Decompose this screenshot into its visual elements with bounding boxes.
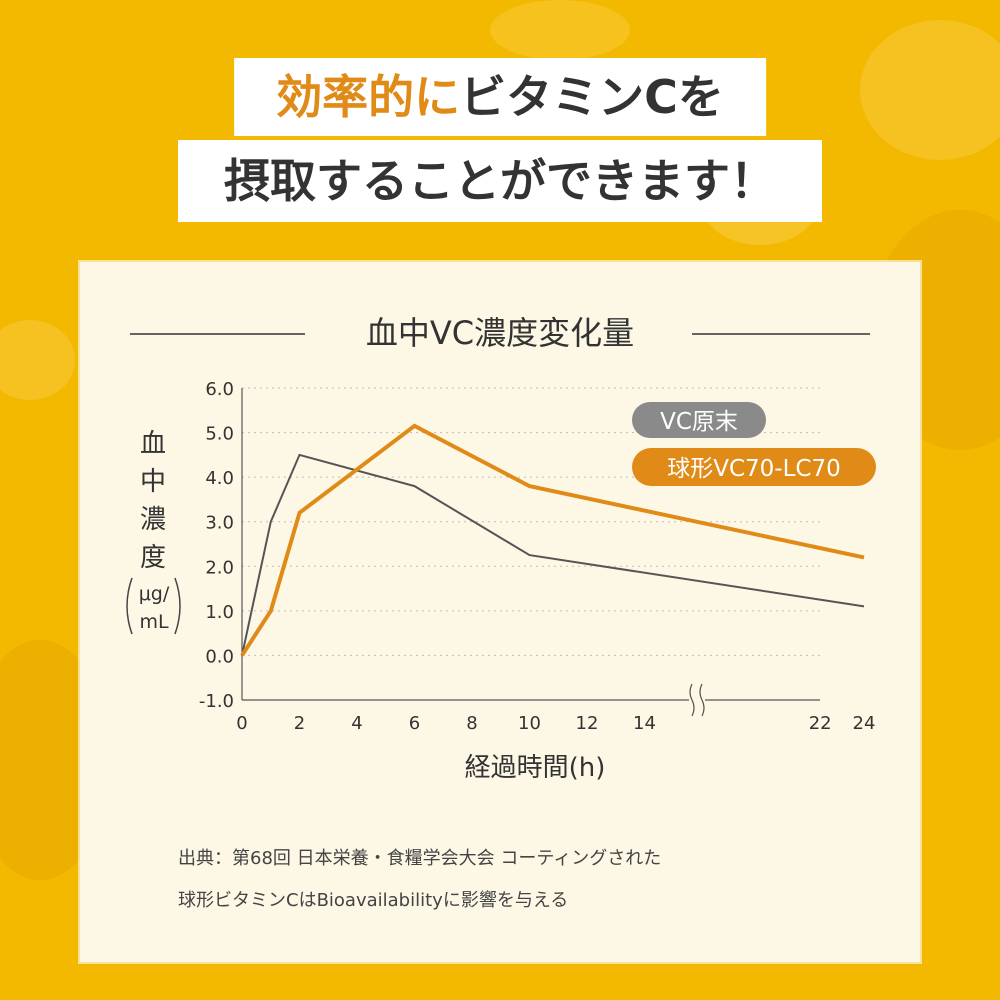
y-label-char-1: 血 — [140, 429, 166, 459]
x-tick-labels: 0 2 4 6 8 10 12 14 22 24 — [236, 713, 875, 734]
x-tick-label: 2 — [294, 713, 305, 734]
y-tick-label: 0.0 — [205, 646, 234, 667]
x-tick-label: 14 — [633, 713, 656, 734]
source-line-1: 出典：第68回 日本栄養・食糧学会大会 コーティングされた — [178, 848, 662, 869]
legend-badge-vc-powder — [632, 402, 766, 438]
headline-accent: 効率的に — [276, 70, 461, 124]
series-line-spherical-vc — [240, 423, 865, 657]
source-note: 出典：第68回 日本栄養・食糧学会大会 コーティングされた 球形ビタミンCはBi… — [178, 838, 878, 922]
y-tick-label: 4.0 — [205, 468, 234, 489]
headline-line-2: 摂取することができます！ — [178, 140, 822, 222]
chart-panel — [80, 262, 920, 962]
x-tick-label: 12 — [576, 713, 599, 734]
y-tick-label: 2.0 — [205, 557, 234, 578]
x-tick-label: 22 — [809, 713, 832, 734]
chart-title: 血中VC濃度変化量 — [366, 314, 634, 352]
y-tick-label: 6.0 — [205, 379, 234, 400]
x-tick-label: 10 — [518, 713, 541, 734]
y-label-unit-top: μg/ — [139, 583, 170, 605]
y-tick-label: 3.0 — [205, 513, 234, 534]
y-label-char-4: 度 — [140, 543, 166, 573]
y-label-unit-bottom: mL — [139, 611, 169, 633]
x-axis-label: 経過時間(h) — [465, 753, 606, 783]
legend: VC原末 球形VC70-LC70 — [632, 402, 876, 486]
source-line-2: 球形ビタミンCはBioavailabilityに影響を与える — [178, 890, 569, 911]
legend-badge-spherical-vc — [632, 448, 876, 486]
x-tick-label: 0 — [236, 713, 247, 734]
x-tick-label: 8 — [466, 713, 477, 734]
y-label-paren-left — [126, 577, 133, 635]
y-label-char-3: 濃 — [140, 505, 166, 535]
headline-rest: ビタミンCを — [460, 70, 724, 124]
x-axis-break — [689, 683, 705, 717]
series-layer — [240, 423, 865, 657]
y-axis-label: 血 中 濃 度 μg/ mL — [126, 429, 181, 635]
y-tick-labels: 6.0 5.0 4.0 3.0 2.0 1.0 0.0 -1.0 — [199, 379, 234, 712]
legend-label-vc-powder: VC原末 — [660, 409, 738, 435]
y-label-char-2: 中 — [140, 467, 166, 497]
headline-line-1: 効率的にビタミンCを — [234, 58, 766, 136]
legend-label-spherical-vc: 球形VC70-LC70 — [667, 456, 841, 482]
y-tick-label: 5.0 — [205, 424, 234, 445]
x-tick-label: 6 — [409, 713, 420, 734]
x-tick-label: 4 — [351, 713, 362, 734]
axes — [241, 388, 820, 701]
x-tick-label: 24 — [853, 713, 876, 734]
y-label-paren-right — [174, 577, 181, 635]
y-tick-label: 1.0 — [205, 602, 234, 623]
y-tick-label: -1.0 — [199, 691, 234, 712]
